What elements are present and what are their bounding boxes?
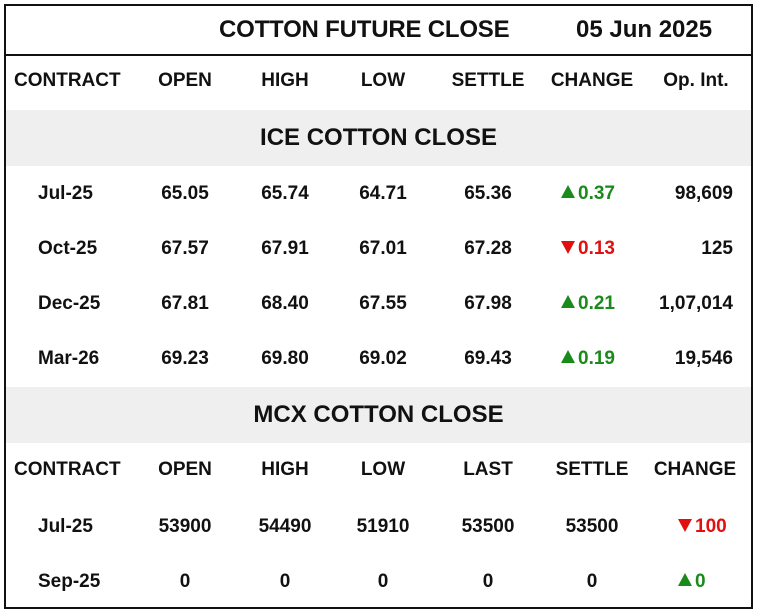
contract-cell: Oct-25 [38,238,98,259]
settle-cell: 65.36 [464,183,512,204]
up-arrow-icon [561,295,575,308]
table-row: Mar-26 69.23 69.80 69.02 69.43 0.19 19,5… [6,348,751,374]
header-settle: SETTLE [451,70,525,91]
op-int-cell: 125 [701,238,733,259]
header-open: OPEN [158,459,212,480]
last-cell: 0 [482,571,494,592]
low-cell: 0 [377,571,389,592]
last-cell: 53500 [461,516,515,537]
header-contract: CONTRACT [14,70,121,91]
up-arrow-icon [678,573,692,586]
change-value: 0.21 [578,293,615,314]
op-int-cell: 1,07,014 [659,293,733,314]
header-settle: SETTLE [555,459,629,480]
open-cell: 0 [179,571,191,592]
header-low: LOW [360,459,406,480]
open-cell: 67.57 [161,238,209,259]
high-cell: 69.80 [261,348,309,369]
open-cell: 65.05 [161,183,209,204]
change-value: 0.37 [578,183,615,204]
settle-cell: 67.28 [464,238,512,259]
down-arrow-icon [561,241,575,254]
change-value: 0 [695,571,706,592]
table-row: Sep-25 0 0 0 0 0 0 [6,571,751,597]
contract-cell: Sep-25 [38,571,101,592]
low-cell: 67.55 [359,293,407,314]
page-title: COTTON FUTURE CLOSE [219,16,510,43]
down-arrow-icon [678,519,692,532]
header-high: HIGH [261,459,309,480]
cotton-close-table: COTTON FUTURE CLOSE 05 Jun 2025 CONTRACT… [4,4,753,609]
op-int-cell: 98,609 [674,183,733,204]
table-row: Oct-25 67.57 67.91 67.01 67.28 0.13 125 [6,238,751,264]
header-op-int: Op. Int. [663,70,729,91]
change-cell: 0.19 [561,348,615,370]
open-cell: 69.23 [161,348,209,369]
table-row: Jul-25 53900 54490 51910 53500 53500 100 [6,516,751,542]
high-cell: 0 [279,571,291,592]
table-row: Dec-25 67.81 68.40 67.55 67.98 0.21 1,07… [6,293,751,319]
header-low: LOW [360,70,406,91]
low-cell: 69.02 [359,348,407,369]
ice-section-band: ICE COTTON CLOSE [6,110,751,166]
settle-cell: 0 [586,571,598,592]
contract-cell: Jul-25 [38,516,93,537]
mcx-header-row: CONTRACT OPEN HIGH LOW LAST SETTLE CHANG… [6,459,751,489]
header-contract: CONTRACT [14,459,121,480]
up-arrow-icon [561,350,575,363]
low-cell: 64.71 [359,183,407,204]
settle-cell: 67.98 [464,293,512,314]
low-cell: 67.01 [359,238,407,259]
contract-cell: Jul-25 [38,183,93,204]
header-last: LAST [463,459,513,480]
up-arrow-icon [561,185,575,198]
table-row: Jul-25 65.05 65.74 64.71 65.36 0.37 98,6… [6,183,751,209]
change-cell: 100 [678,516,727,538]
change-cell: 0.21 [561,293,615,315]
settle-cell: 69.43 [464,348,512,369]
header-change: CHANGE [550,70,634,91]
contract-cell: Dec-25 [38,293,101,314]
settle-cell: 53500 [565,516,619,537]
change-value: 100 [695,516,727,537]
contract-cell: Mar-26 [38,348,100,369]
change-value: 0.19 [578,348,615,369]
change-value: 0.13 [578,238,615,259]
header-change: CHANGE [653,459,737,480]
high-cell: 67.91 [261,238,309,259]
change-cell: 0.13 [561,238,615,260]
high-cell: 65.74 [261,183,309,204]
header-high: HIGH [261,70,309,91]
op-int-cell: 19,546 [674,348,733,369]
low-cell: 51910 [356,516,410,537]
mcx-section-band: MCX COTTON CLOSE [6,387,751,443]
mcx-section-label: MCX COTTON CLOSE [253,401,504,428]
title-row: COTTON FUTURE CLOSE 05 Jun 2025 [6,6,751,56]
change-cell: 0 [678,571,706,593]
header-open: OPEN [158,70,212,91]
open-cell: 67.81 [161,293,209,314]
high-cell: 54490 [258,516,312,537]
report-date: 05 Jun 2025 [576,16,713,43]
ice-header-row: CONTRACT OPEN HIGH LOW SETTLE CHANGE Op.… [6,70,751,100]
ice-section-label: ICE COTTON CLOSE [260,124,497,151]
open-cell: 53900 [158,516,212,537]
change-cell: 0.37 [561,183,615,205]
high-cell: 68.40 [261,293,309,314]
